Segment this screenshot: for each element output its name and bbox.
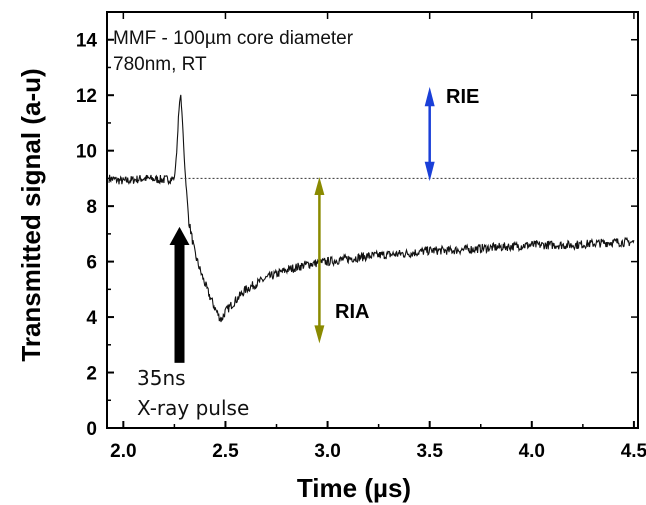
y-tick-label: 10 bbox=[76, 142, 97, 163]
x-tick-label: 4.5 bbox=[621, 441, 646, 462]
pulse-label-line1: 35ns bbox=[137, 366, 186, 390]
pulse-arrow-head bbox=[169, 226, 190, 245]
x-tick-label: 2.5 bbox=[212, 441, 239, 462]
ria-arrow-head-up bbox=[314, 177, 325, 196]
x-tick-label: 3.5 bbox=[416, 441, 443, 462]
y-tick-label: 4 bbox=[86, 308, 97, 329]
rie-arrow-head-up bbox=[424, 86, 435, 107]
y-tick-label: 8 bbox=[86, 197, 97, 218]
plot-area bbox=[106, 11, 639, 429]
y-tick-label: 14 bbox=[76, 31, 98, 52]
axis-ticks: 0 2 4 6 8 10 12 14 2.0 2.5 3.0 3.5 4.0 4.5 bbox=[76, 11, 646, 462]
plot-frame bbox=[106, 11, 639, 429]
pulse-label-line2: X-ray pulse bbox=[137, 396, 249, 420]
y-axis-title: Transmitted signal (a-u) bbox=[16, 68, 46, 361]
chart-title-line2: 780nm, RT bbox=[113, 54, 207, 75]
x-axis-title: Time (µs) bbox=[297, 473, 411, 503]
annotations bbox=[169, 86, 638, 363]
signal-trace-line bbox=[108, 94, 635, 323]
y-tick-label: 12 bbox=[76, 86, 97, 107]
ria-label: RIA bbox=[335, 301, 369, 323]
y-tick-label: 0 bbox=[86, 419, 97, 440]
x-tick-label: 4.0 bbox=[519, 441, 545, 462]
rie-label: RIE bbox=[446, 86, 479, 108]
rie-arrow-head-down bbox=[424, 161, 435, 182]
pulse-arrow-shaft bbox=[174, 238, 185, 363]
y-tick-label: 2 bbox=[86, 364, 97, 385]
x-tick-label: 2.0 bbox=[110, 441, 136, 462]
signal-trace-group bbox=[108, 94, 635, 323]
x-tick-label: 3.0 bbox=[314, 441, 340, 462]
ria-arrow-head-down bbox=[314, 325, 325, 344]
chart-title-line1: MMF - 100µm core diameter bbox=[113, 28, 354, 49]
y-tick-label: 6 bbox=[86, 253, 97, 274]
